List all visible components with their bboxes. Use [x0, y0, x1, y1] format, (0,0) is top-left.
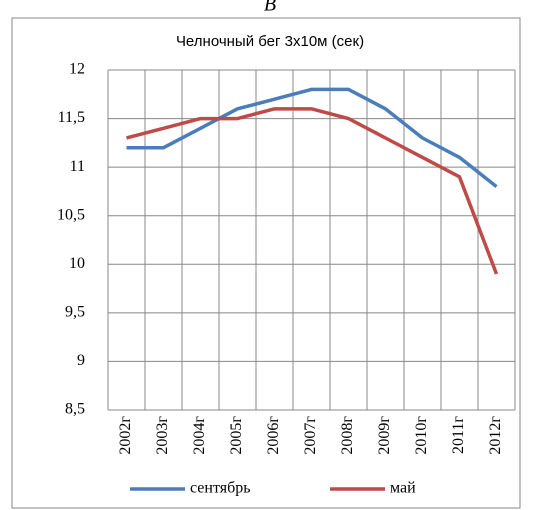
x-tick-label: 2004г — [191, 416, 208, 455]
y-tick-label: 10,5 — [57, 206, 85, 223]
chart-title: Челночный бег 3х10м (сек) — [176, 33, 364, 50]
y-tick-label: 10 — [69, 255, 85, 272]
x-tick-label: 2010г — [413, 416, 430, 455]
series-line — [126, 87, 498, 188]
y-tick-label: 8,5 — [65, 401, 85, 418]
x-tick-label: 2009г — [376, 416, 393, 455]
x-tick-label: 2008г — [339, 416, 356, 455]
x-tick-label: 2007г — [302, 416, 319, 455]
y-tick-label: 12 — [69, 61, 85, 78]
y-tick-label: 11,5 — [58, 109, 85, 126]
x-tick-label: 2012г — [487, 416, 504, 455]
legend-label: май — [390, 480, 416, 497]
y-tick-label: 9,5 — [65, 304, 85, 321]
x-tick-label: 2005г — [228, 416, 245, 455]
y-tick-label: 11 — [70, 158, 85, 175]
x-tick-label: 2011г — [450, 416, 467, 454]
series-line — [126, 107, 499, 275]
panel-label: В — [264, 0, 276, 16]
x-tick-label: 2006г — [265, 416, 282, 455]
x-tick-label: 2002г — [117, 416, 134, 455]
legend-label: сентябрь — [190, 480, 251, 497]
y-tick-label: 9 — [77, 352, 85, 369]
x-tick-label: 2003г — [154, 416, 171, 455]
